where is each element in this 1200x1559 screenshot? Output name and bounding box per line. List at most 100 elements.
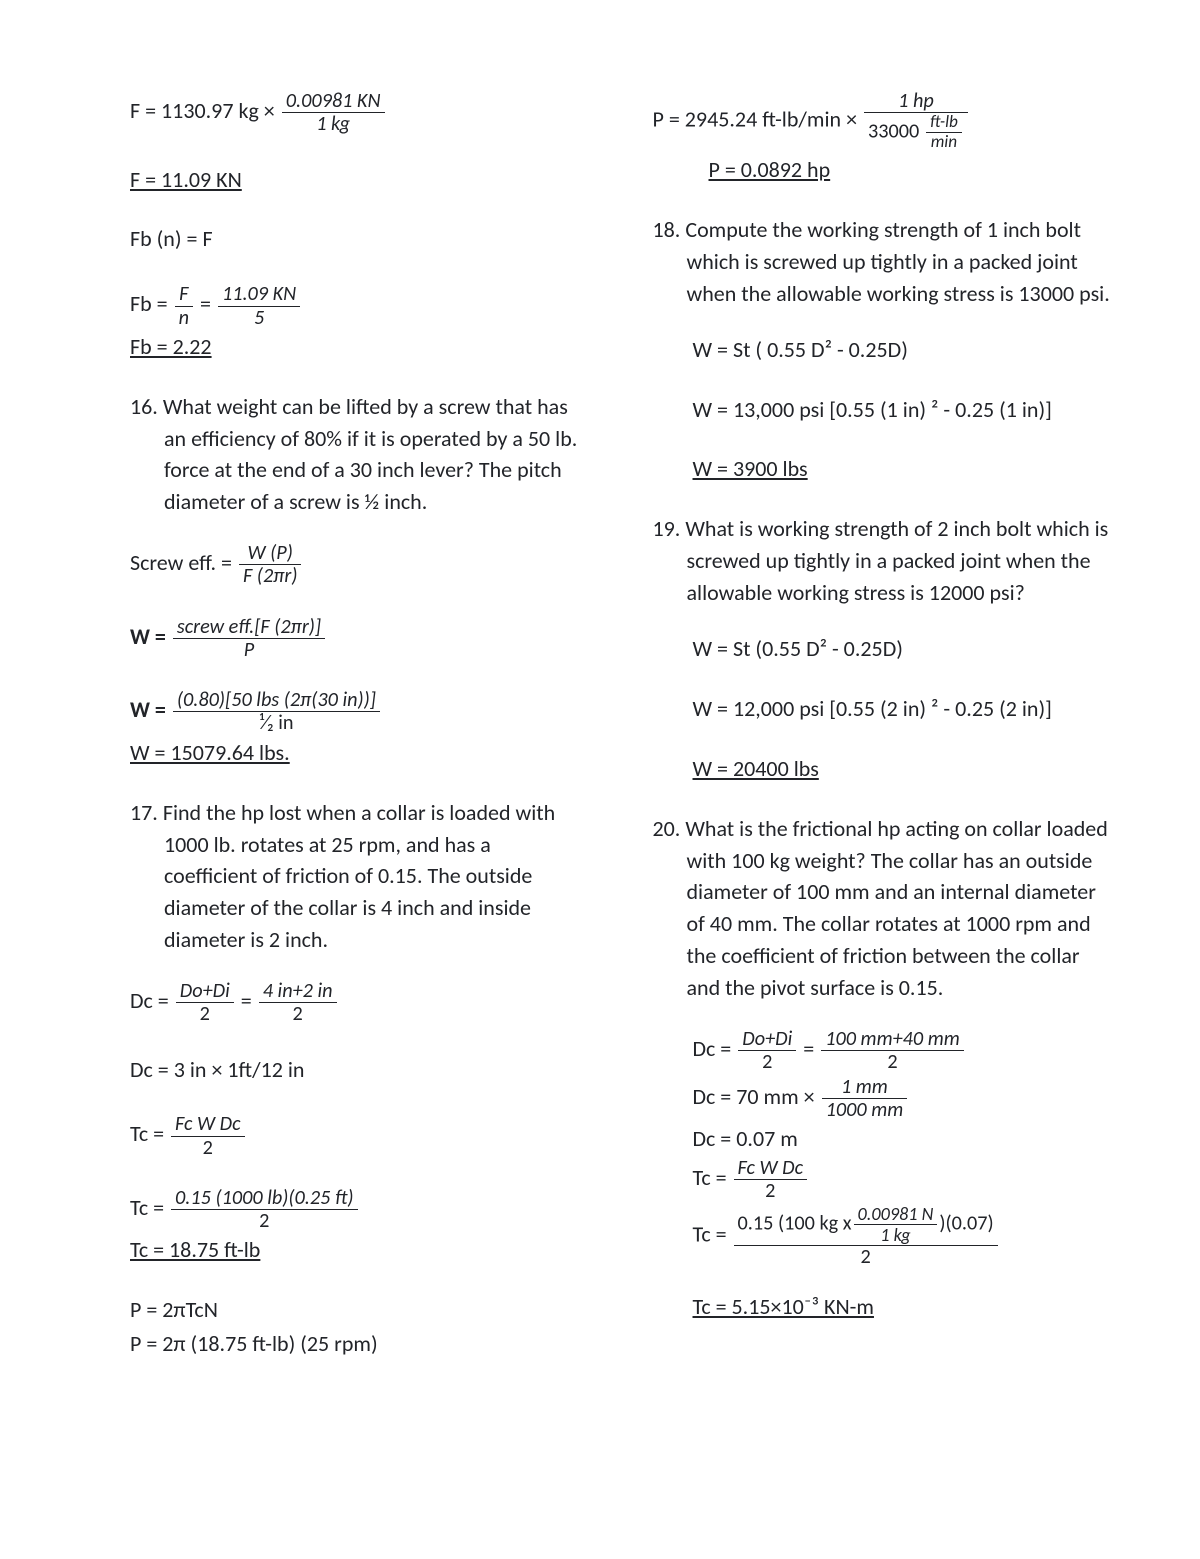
p20-text: What is the frictional hp acting on coll…: [685, 815, 1107, 1001]
Tc217-lhs: Tc =: [130, 1194, 164, 1221]
p16-text: What weight can be lifted by a screw tha…: [163, 393, 577, 516]
eq-Tc2-17: Tc = 0.15 (1000 lb)(0.25 ft) 2 Tc = 18.7…: [130, 1187, 588, 1266]
eq-F-frac: 0.00981 KN 1 kg: [282, 90, 385, 136]
Tc2-20-den: 2: [734, 1245, 998, 1268]
Tc17-lhs: Tc =: [130, 1120, 164, 1147]
Dc2-20-num: 1 mm: [822, 1076, 908, 1098]
eq-Fb-lhs: Fb =: [130, 290, 168, 317]
eq-Fb-den2: 5: [218, 306, 300, 329]
W-result: W = 15079.64 lbs.: [130, 737, 588, 769]
screw-eff-lhs: Screw eff. =: [130, 549, 232, 576]
W1-den: P: [173, 638, 325, 661]
eq-F-den: 1 kg: [282, 112, 385, 135]
W1-lhs: W =: [130, 623, 166, 650]
p19-text: What is working strength of 2 inch bolt …: [685, 515, 1108, 606]
W2-lhs: W =: [130, 696, 166, 723]
eq-Fbn: Fb (n) = F: [130, 223, 588, 255]
eq-Fb-den1: n: [175, 306, 193, 329]
Tc2-20-num-b: )(0.07): [939, 1212, 993, 1236]
Tc2-20-lhs: Tc =: [693, 1221, 727, 1248]
p19-res: W = 20400 lbs: [653, 753, 1111, 785]
eq-Fb-num2: 11.09 KN: [218, 283, 300, 305]
P-den-den: min: [926, 132, 962, 152]
p18-text: Compute the working strength of 1 inch b…: [685, 216, 1109, 307]
p20-num: 20.: [653, 815, 681, 842]
P2-17: P = 2π (18.75 ft-lb) (25 rpm): [130, 1328, 588, 1360]
Dc17-num1: Do+Di: [176, 980, 234, 1002]
problem-18: 18. Compute the working strength of 1 in…: [653, 214, 1111, 310]
Tc20-lhs: Tc =: [693, 1164, 727, 1191]
Tc217-num: 0.15 (1000 lb)(0.25 ft): [171, 1187, 357, 1209]
Dc3-20: Dc = 0.07 m: [693, 1123, 1111, 1155]
Tc20-num: Fc W Dc: [734, 1157, 807, 1179]
W2-num: (0.80)[50 lbs (2π(30 in))]: [173, 689, 380, 711]
p18-num: 18.: [653, 216, 681, 243]
Tc20-den: 2: [734, 1179, 807, 1202]
Tc-17-result: Tc = 18.75 ft-lb: [130, 1234, 588, 1266]
Dc20-num1: Do+Di: [738, 1028, 796, 1050]
Dc20-mid: =: [803, 1035, 814, 1062]
eq-screw-eff: Screw eff. = W (P) F (2πr): [130, 542, 588, 588]
left-column: F = 1130.97 kg × 0.00981 KN 1 kg F = 11.…: [130, 90, 588, 1362]
screw-eff-num: W (P): [239, 542, 302, 564]
p19-eq1: W = St (0.55 D² - 0.25D): [653, 633, 1111, 665]
Dc17-mid: =: [241, 987, 252, 1014]
p19-eq2: W = 12,000 psi [0.55 (2 in) ² - 0.25 (2 …: [653, 693, 1111, 725]
eq-P-17: P = 2πTcN P = 2π (18.75 ft-lb) (25 rpm): [130, 1294, 588, 1360]
problem-17: 17. Find the hp lost when a collar is lo…: [130, 797, 588, 956]
eq-F-result: F = 11.09 KN: [130, 164, 588, 196]
eq-Fb: Fb = F n = 11.09 KN 5 Fb = 2.22: [130, 283, 588, 362]
screw-eff-den: F (2πr): [239, 564, 302, 587]
Dc20-num2: 100 mm+40 mm: [821, 1028, 964, 1050]
problem-16: 16. What weight can be lifted by a screw…: [130, 391, 588, 519]
Dc20-den2: 2: [821, 1050, 964, 1073]
page: F = 1130.97 kg × 0.00981 KN 1 kg F = 11.…: [130, 90, 1110, 1362]
p17-num: 17.: [130, 799, 158, 826]
Tc17-num: Fc W Dc: [171, 1113, 244, 1135]
Dc20-den1: 2: [738, 1050, 796, 1073]
P-lhs: P = 2945.24 ft-lb/min ×: [653, 105, 858, 132]
Tc-20-result: Tc = 5.15×10⁻³ KN-m: [653, 1291, 1111, 1323]
problem-20: 20. What is the frictional hp acting on …: [653, 813, 1111, 1004]
eq-P-right: P = 2945.24 ft-lb/min × 1 hp 33000 ft-lb…: [653, 90, 1111, 186]
eq-Fb-result: Fb = 2.22: [130, 331, 588, 363]
p19-num: 19.: [653, 515, 681, 542]
Dc17-den1: 2: [176, 1002, 234, 1025]
p18-res: W = 3900 lbs: [653, 453, 1111, 485]
eq-W2: W = (0.80)[50 lbs (2π(30 in))] ¹⁄₂ in W …: [130, 689, 588, 768]
Dc2-20-den: 1000 mm: [822, 1098, 908, 1121]
eq-Fb-mid: =: [200, 290, 211, 317]
Dc17-den2: 2: [259, 1002, 337, 1025]
right-column: P = 2945.24 ft-lb/min × 1 hp 33000 ft-lb…: [653, 90, 1111, 1362]
P-den-top: 33000: [868, 120, 919, 144]
P-den: 33000 ft-lb min: [864, 112, 968, 152]
eq-F: F = 1130.97 kg × 0.00981 KN 1 kg: [130, 90, 588, 136]
Dc17-num2: 4 in+2 in: [259, 980, 337, 1002]
problem-19: 19. What is working strength of 2 inch b…: [653, 513, 1111, 609]
p17-text: Find the hp lost when a collar is loaded…: [163, 799, 555, 954]
P-num: 1 hp: [864, 90, 968, 112]
eq-F-num: 0.00981 KN: [282, 90, 385, 112]
eq-Dc2-17: Dc = 3 in × 1ft/12 in: [130, 1054, 588, 1086]
P-den-num: ft-lb: [926, 113, 962, 132]
p18-eq2: W = 13,000 psi [0.55 (1 in) ² - 0.25 (1 …: [653, 394, 1111, 426]
W2-den: ¹⁄₂ in: [173, 711, 380, 734]
eq-W1: W = screw eff.[F (2πr)] P: [130, 616, 588, 662]
eq-F-lhs: F = 1130.97 kg ×: [130, 97, 275, 124]
Dc2-20-lhs: Dc = 70 mm ×: [693, 1083, 815, 1110]
Tc2-20-inner-num: 0.00981 N: [854, 1204, 938, 1224]
P1-17: P = 2πTcN: [130, 1294, 588, 1326]
Tc2-20-num-a: 0.15 (100 kg x: [738, 1212, 852, 1236]
p20-work: Dc = Do+Di 2 = 100 mm+40 mm 2 Dc = 70 mm…: [653, 1028, 1111, 1269]
eq-Tc-17: Tc = Fc W Dc 2: [130, 1113, 588, 1159]
p16-num: 16.: [130, 393, 158, 420]
W1-num: screw eff.[F (2πr)]: [173, 616, 325, 638]
Tc17-den: 2: [171, 1136, 244, 1159]
P-result: P = 0.0892 hp: [653, 154, 1111, 186]
p18-eq1: W = St ( 0.55 D² - 0.25D): [653, 334, 1111, 366]
Dc17-lhs: Dc =: [130, 987, 169, 1014]
Tc217-den: 2: [171, 1209, 357, 1232]
eq-Dc-17: Dc = Do+Di 2 = 4 in+2 in 2: [130, 980, 588, 1026]
Tc2-20-num: 0.15 (100 kg x 0.00981 N 1 kg )(0.07): [734, 1204, 998, 1245]
Tc2-20-inner-den: 1 kg: [854, 1224, 938, 1245]
